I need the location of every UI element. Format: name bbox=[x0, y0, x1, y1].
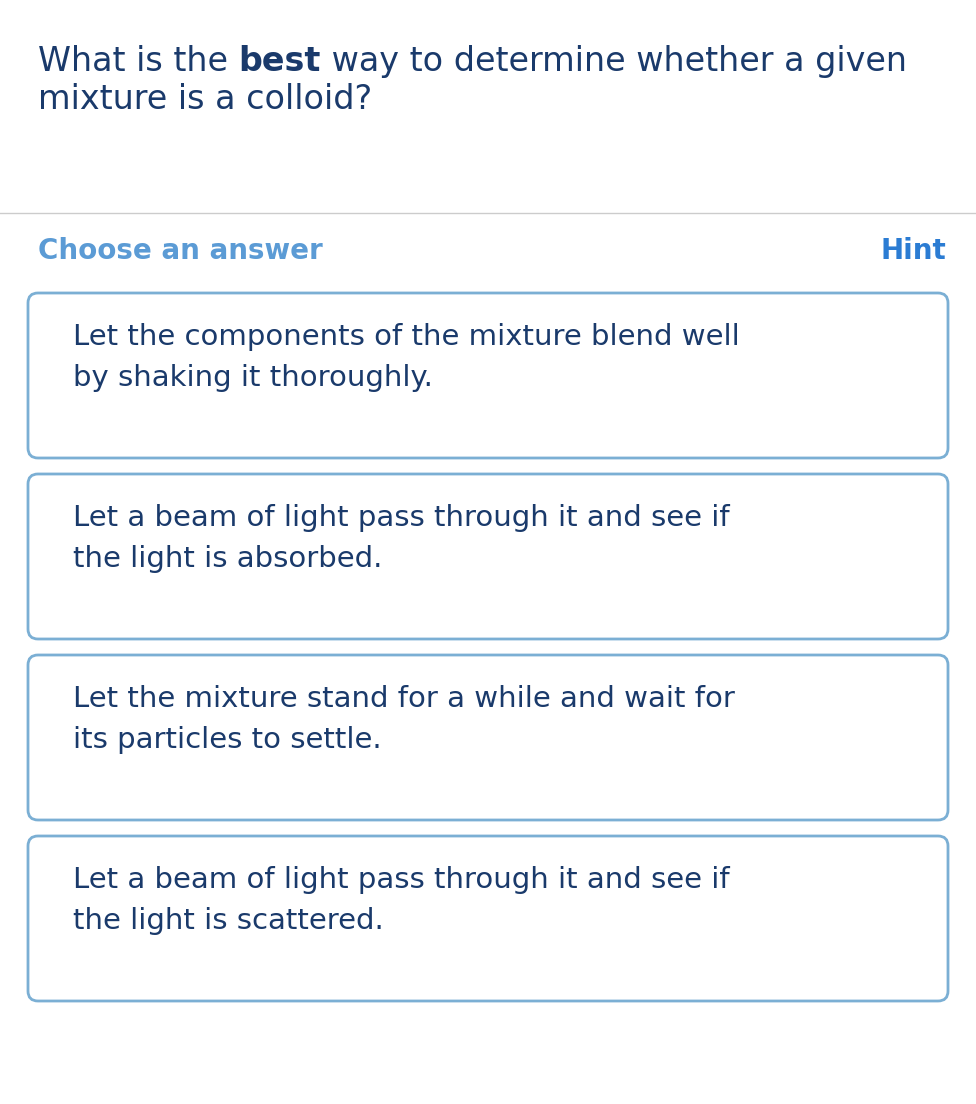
Text: Let the mixture stand for a while and wait for
its particles to settle.: Let the mixture stand for a while and wa… bbox=[73, 684, 735, 754]
FancyBboxPatch shape bbox=[28, 655, 948, 820]
Text: Choose an answer: Choose an answer bbox=[38, 237, 323, 265]
FancyBboxPatch shape bbox=[28, 293, 948, 458]
Text: Let the components of the mixture blend well
by shaking it thoroughly.: Let the components of the mixture blend … bbox=[73, 323, 740, 392]
Text: best: best bbox=[238, 45, 321, 78]
FancyBboxPatch shape bbox=[28, 474, 948, 639]
Text: Let a beam of light pass through it and see if
the light is absorbed.: Let a beam of light pass through it and … bbox=[73, 505, 730, 573]
Text: way to determine whether a given: way to determine whether a given bbox=[321, 45, 907, 78]
Text: What is the: What is the bbox=[38, 45, 238, 78]
Text: Let a beam of light pass through it and see if
the light is scattered.: Let a beam of light pass through it and … bbox=[73, 866, 730, 935]
Text: mixture is a colloid?: mixture is a colloid? bbox=[38, 83, 372, 116]
FancyBboxPatch shape bbox=[28, 836, 948, 1001]
Text: Hint: Hint bbox=[880, 237, 946, 265]
